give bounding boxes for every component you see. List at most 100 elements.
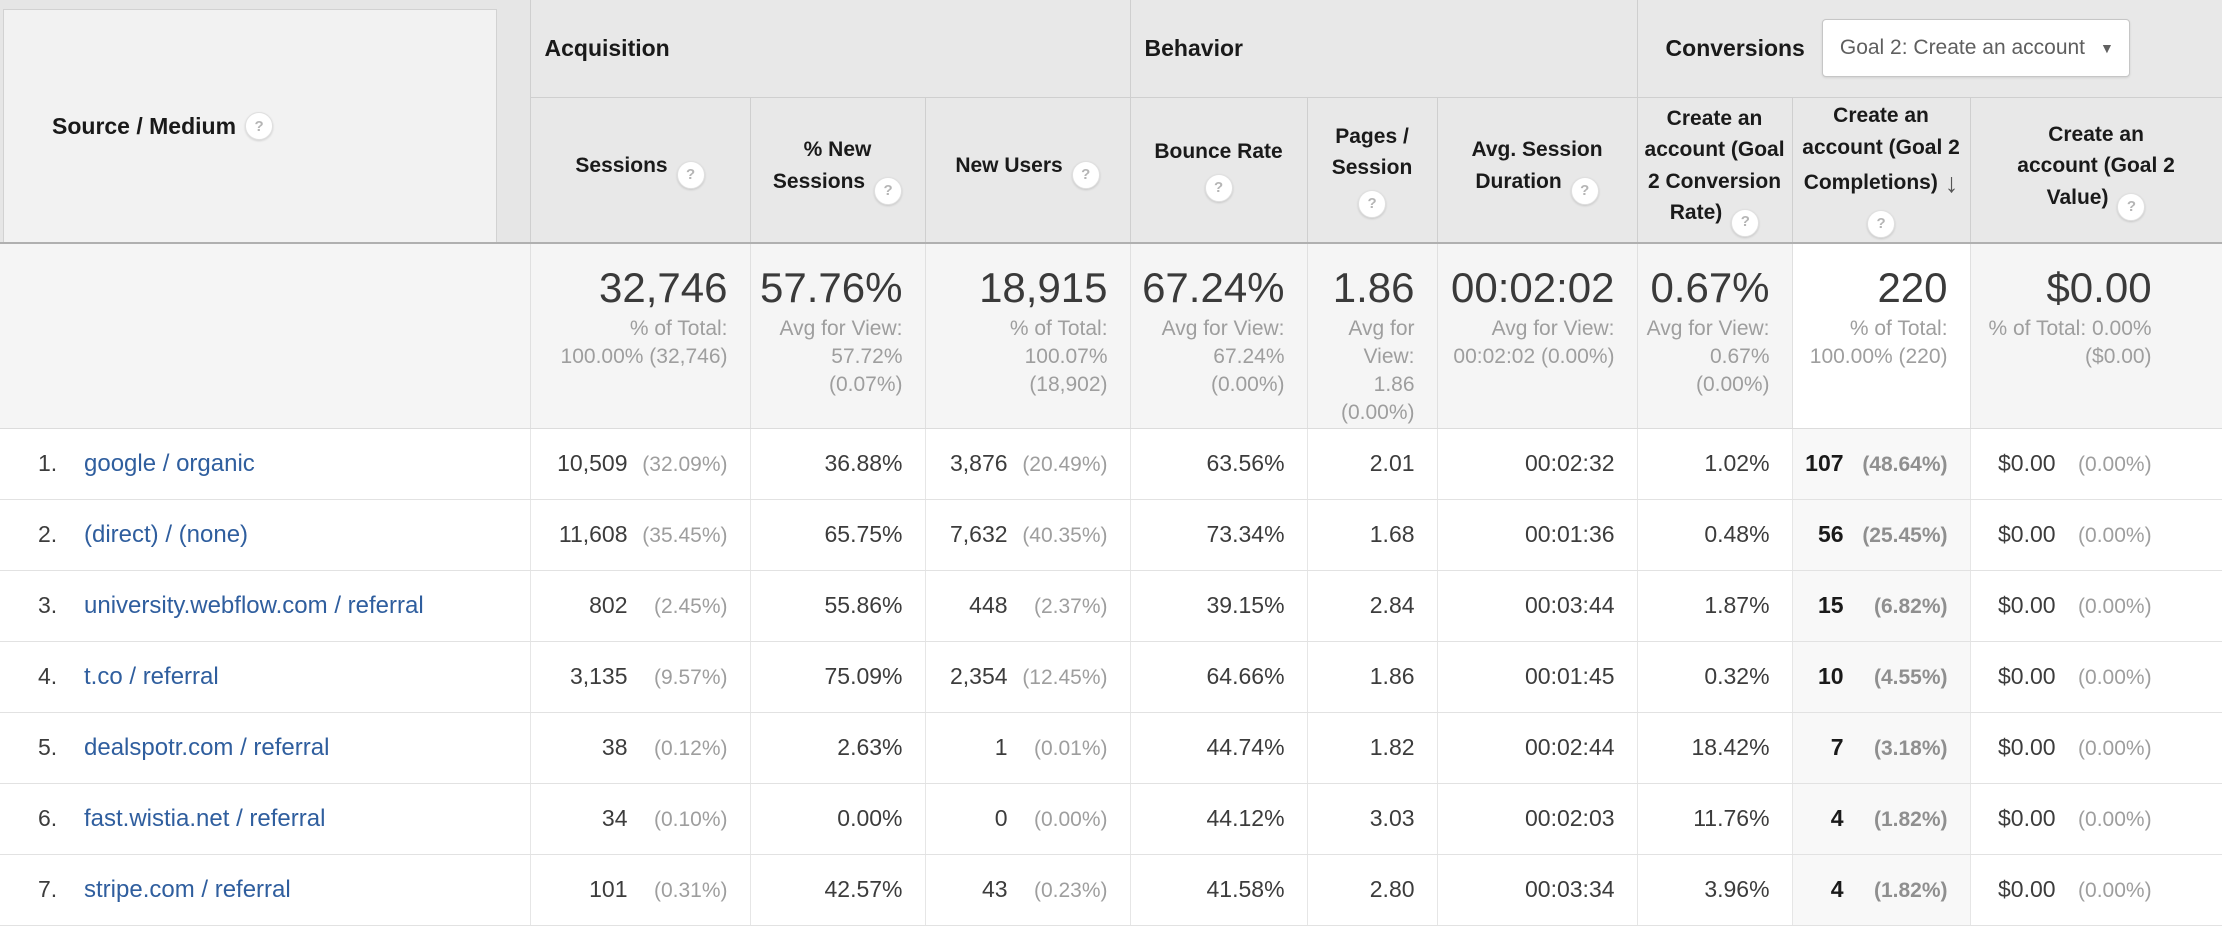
goal-completions-cell: 4 (1.82%)	[1792, 854, 1971, 926]
metric-value: 1.86	[1369, 663, 1415, 689]
metric-value: 1.82	[1369, 734, 1415, 760]
source-medium-link[interactable]: fast.wistia.net / referral	[84, 804, 326, 832]
metric-value: 1.87%	[1704, 592, 1770, 618]
sort-descending-icon: ↓	[1944, 168, 1959, 199]
help-icon[interactable]: ?	[1071, 161, 1100, 190]
pages-session-cell: 1.86	[1307, 641, 1438, 713]
column-header-goal-completions[interactable]: Create an account (Goal 2 Completions) ↓ …	[1792, 97, 1971, 244]
column-label: Bounce Rate	[1154, 140, 1283, 164]
metric-value: 802	[589, 592, 628, 618]
summary-subtext: Avg for View: 67.24% (0.00%)	[1161, 317, 1285, 397]
metric-value: 0.48%	[1704, 521, 1770, 547]
column-header-new-users[interactable]: New Users?	[925, 97, 1131, 244]
metric-value: 3,876	[949, 450, 1008, 476]
help-icon[interactable]: ?	[1204, 174, 1233, 203]
new-sessions-cell: 65.75%	[750, 499, 926, 571]
summary-row: 32,746 % of Total: 100.00% (32,746) 57.7…	[0, 243, 2222, 429]
summary-goal-conversion-rate: 0.67% Avg for View: 0.67% (0.00%)	[1637, 243, 1793, 429]
summary-goal-value: $0.00 % of Total: 0.00% ($0.00)	[1970, 243, 2222, 429]
new-users-cell: 7,632 (40.35%)	[925, 499, 1131, 571]
help-icon[interactable]: ?	[1867, 210, 1896, 239]
metric-value: 44.12%	[1206, 805, 1285, 831]
metric-percent: (6.82%)	[1874, 595, 1948, 618]
metric-value: $0.00	[1998, 876, 2056, 902]
goal-value-cell: $0.00 (0.00%)	[1970, 854, 2222, 926]
goal-conversion-rate-cell: 11.76%	[1637, 783, 1793, 855]
metric-percent: (35.45%)	[642, 524, 728, 547]
column-header-avg-session-duration[interactable]: Avg. Session Duration?	[1437, 97, 1638, 244]
goal-selector-dropdown[interactable]: Goal 2: Create an account ▼	[1821, 19, 2130, 78]
source-medium-link[interactable]: stripe.com / referral	[84, 875, 291, 903]
group-header-row: Source / Medium ? Acquisition Behavior C…	[0, 0, 2222, 244]
summary-subtext: % of Total: 0.00% ($0.00)	[1988, 317, 2152, 369]
row-index: 5.	[38, 733, 58, 760]
metric-value: 0.00%	[837, 805, 903, 831]
metric-value: 55.86%	[824, 592, 903, 618]
source-cell: 1. google / organic	[0, 428, 531, 500]
summary-value: 67.24%	[1142, 264, 1285, 311]
goal-value-cell: $0.00 (0.00%)	[1970, 499, 2222, 571]
help-icon[interactable]: ?	[245, 112, 274, 140]
column-label: Create an account (Goal 2 Value)	[2017, 122, 2175, 209]
summary-value: 00:02:02	[1451, 264, 1615, 311]
summary-subtext: Avg for View: 00:02:02 (0.00%)	[1453, 317, 1615, 369]
metric-value: 65.75%	[824, 521, 903, 547]
column-header-pages-session[interactable]: Pages / Session ?	[1307, 97, 1438, 244]
source-medium-link[interactable]: google / organic	[84, 449, 255, 477]
column-header-bounce-rate[interactable]: Bounce Rate ?	[1130, 97, 1308, 244]
help-icon[interactable]: ?	[1358, 189, 1387, 218]
metric-value: 00:02:32	[1525, 450, 1615, 476]
help-icon[interactable]: ?	[1570, 177, 1599, 206]
column-header-source-medium: Source / Medium ?	[0, 0, 531, 244]
column-header-goal-conversion-rate[interactable]: Create an account (Goal 2 Conversion Rat…	[1637, 97, 1793, 244]
metric-percent: (0.31%)	[653, 879, 728, 902]
metric-value: 00:02:03	[1525, 805, 1615, 831]
bounce-rate-cell: 44.74%	[1130, 712, 1308, 784]
metric-value: 7	[1830, 734, 1844, 760]
help-icon[interactable]: ?	[2117, 192, 2146, 221]
metric-header-row: Sessions? % New Sessions? New Users? Bou…	[0, 97, 2222, 244]
source-cell: 4. t.co / referral	[0, 641, 531, 713]
metric-value: 56	[1817, 521, 1844, 547]
source-medium-header-box[interactable]: Source / Medium ?	[3, 9, 497, 242]
help-icon[interactable]: ?	[874, 177, 903, 206]
summary-value: 18,915	[979, 264, 1108, 311]
metric-value: 0.32%	[1704, 663, 1770, 689]
bounce-rate-cell: 39.15%	[1130, 570, 1308, 642]
metric-value: 15	[1817, 592, 1844, 618]
column-header-new-sessions[interactable]: % New Sessions?	[750, 97, 926, 244]
metric-value: 4	[1830, 805, 1844, 831]
source-cell: 3. university.webflow.com / referral	[0, 570, 531, 642]
avg-session-duration-cell: 00:02:44	[1437, 712, 1638, 784]
metric-percent: (9.57%)	[653, 666, 728, 689]
source-medium-link[interactable]: university.webflow.com / referral	[84, 591, 424, 619]
goal-value-cell: $0.00 (0.00%)	[1970, 641, 2222, 713]
help-icon[interactable]: ?	[676, 161, 705, 190]
help-icon[interactable]: ?	[1731, 208, 1760, 237]
metric-value: 39.15%	[1206, 592, 1285, 618]
metric-value: 63.56%	[1206, 450, 1285, 476]
metric-value: 4	[1830, 876, 1844, 902]
metric-value: 00:03:34	[1525, 876, 1615, 902]
column-header-goal-value[interactable]: Create an account (Goal 2 Value)?	[1970, 97, 2222, 244]
bounce-rate-cell: 44.12%	[1130, 783, 1308, 855]
metric-value: 44.74%	[1206, 734, 1285, 760]
metric-value: 7,632	[949, 521, 1008, 547]
source-medium-link[interactable]: t.co / referral	[84, 662, 219, 690]
metric-value: 18.42%	[1691, 734, 1770, 760]
metric-value: 36.88%	[824, 450, 903, 476]
metric-value: 448	[969, 592, 1008, 618]
column-header-sessions[interactable]: Sessions?	[530, 97, 751, 244]
metric-value: 11,608	[558, 521, 628, 547]
new-sessions-cell: 55.86%	[750, 570, 926, 642]
summary-avg-session-duration: 00:02:02 Avg for View: 00:02:02 (0.00%)	[1437, 243, 1638, 429]
metric-percent: (2.37%)	[1034, 595, 1108, 618]
metric-percent: (0.00%)	[2078, 453, 2152, 476]
source-medium-link[interactable]: (direct) / (none)	[84, 520, 249, 548]
group-header-behavior: Behavior	[1130, 0, 1638, 98]
source-medium-link[interactable]: dealspotr.com / referral	[84, 733, 330, 761]
goal-completions-cell: 56 (25.45%)	[1792, 499, 1971, 571]
column-label: % New Sessions	[772, 138, 872, 193]
metric-percent: (12.45%)	[1022, 666, 1108, 689]
goal-selector-value: Goal 2: Create an account	[1839, 36, 2086, 60]
